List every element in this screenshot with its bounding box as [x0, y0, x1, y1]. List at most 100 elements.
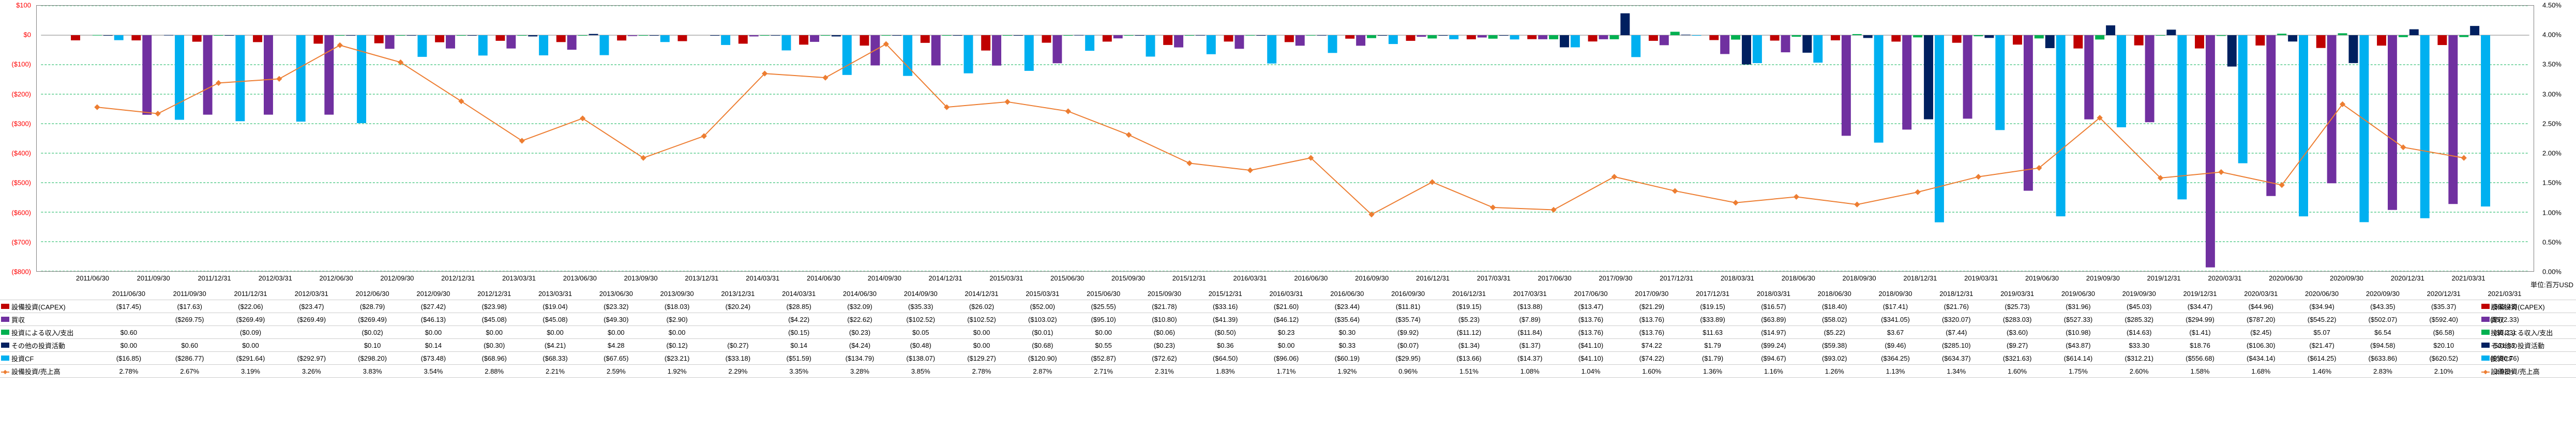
table-cell: ($7.44): [1926, 329, 1987, 336]
table-cell: ($269.49): [342, 316, 403, 323]
table-cell: ($33.18): [707, 354, 769, 362]
table-cell: ($13.76): [1621, 329, 1682, 336]
chart-svg: [37, 6, 2534, 271]
table-cell: $74.22: [1621, 342, 1682, 349]
table-cell: ($25.55): [1073, 303, 1134, 310]
table-cell: 1.60%: [1621, 367, 1682, 375]
table-cell: ($633.86): [2352, 354, 2413, 362]
table-cell: 1.04%: [1560, 367, 1621, 375]
table-cell: ($13.76): [1560, 316, 1621, 323]
table-cell: ($285.32): [2108, 316, 2170, 323]
table-cell: ($7.89): [1499, 316, 1560, 323]
table-cell: $0.00: [951, 342, 1012, 349]
table-cell: 1.08%: [1499, 367, 1560, 375]
table-cell: ($11.81): [1378, 303, 1439, 310]
table-cell: $0.60: [159, 342, 220, 349]
table-cell: ($0.27): [707, 342, 769, 349]
table-cell: ($634.37): [1926, 354, 1987, 362]
table-cell: ($102.52): [951, 316, 1012, 323]
table-cell: ($67.65): [585, 354, 646, 362]
table-cell: ($5.22): [1804, 329, 1865, 336]
row-header: 設備投資(CAPEX): [0, 302, 98, 312]
table-cell: ($1.41): [2170, 329, 2231, 336]
table-cell: ($2.90): [646, 316, 707, 323]
table-cell: ($134.79): [830, 354, 891, 362]
table-cell: ($1.79): [1682, 354, 1743, 362]
chart-container: ($800)($700)($600)($500)($400)($300)($20…: [0, 0, 2576, 444]
table-cell: $0.60: [98, 329, 159, 336]
table-cell: ($52.87): [1073, 354, 1134, 362]
table-cell: 3.26%: [281, 367, 342, 375]
table-cell: ($23.32): [585, 303, 646, 310]
table-cell: 2.10%: [2413, 367, 2474, 375]
table-cell: ($21.60): [1256, 303, 1317, 310]
table-cell: $0.14: [769, 342, 830, 349]
table-cell: $4.28: [585, 342, 646, 349]
row-header: 投資CF: [0, 353, 98, 363]
table-cell: ($94.67): [1743, 354, 1804, 362]
table-cell: $3.67: [1865, 329, 1926, 336]
table-cell: ($21.29): [1621, 303, 1682, 310]
table-cell: ($14.37): [1499, 354, 1560, 362]
y-axis-right: 0.00%0.50%1.00%1.50%2.00%2.50%3.00%3.50%…: [2540, 5, 2576, 272]
table-cell: ($21.76): [1926, 303, 1987, 310]
table-cell: 2.29%: [707, 367, 769, 375]
table-cell: 3.54%: [403, 367, 464, 375]
table-cell: ($99.24): [1743, 342, 1804, 349]
table-cell: ($4.22): [769, 316, 830, 323]
table-cell: ($1.34): [1439, 342, 1500, 349]
table-cell: ($11.12): [1439, 329, 1500, 336]
table-cell: $0.33: [1317, 342, 1378, 349]
table-cell: ($14.97): [1743, 329, 1804, 336]
table-cell: ($292.97): [281, 354, 342, 362]
table-cell: 3.35%: [769, 367, 830, 375]
table-cell: ($41.10): [1560, 342, 1621, 349]
table-cell: ($51.59): [769, 354, 830, 362]
table-cell: ($34.47): [2170, 303, 2231, 310]
table-cell: ($312.21): [2108, 354, 2170, 362]
table-cell: $11.63: [1682, 329, 1743, 336]
table-cell: 2.21%: [525, 367, 586, 375]
row-header: その他の投資活動: [0, 341, 98, 350]
table-cell: ($0.50): [1195, 329, 1256, 336]
table-cell: ($35.74): [1378, 316, 1439, 323]
table-cell: 1.60%: [1987, 367, 2048, 375]
table-cell: 2.78%: [98, 367, 159, 375]
table-cell: 2.59%: [585, 367, 646, 375]
table-cell: $0.23: [1256, 329, 1317, 336]
table-cell: 2.83%: [2352, 367, 2413, 375]
table-cell: ($21.47): [2292, 342, 2353, 349]
table-cell: ($0.06): [1134, 329, 1195, 336]
table-cell: 2.60%: [2108, 367, 2170, 375]
table-cell: ($10.98): [2048, 329, 2109, 336]
table-cell: ($46.13): [403, 316, 464, 323]
table-cell: ($5.23): [1439, 316, 1500, 323]
table-cell: 0.96%: [1378, 367, 1439, 375]
table-cell: ($23.44): [1317, 303, 1378, 310]
table-cell: ($291.64): [220, 354, 281, 362]
table-cell: ($32.09): [830, 303, 891, 310]
table-cell: ($2.45): [2231, 329, 2292, 336]
table-cell: ($25.73): [1987, 303, 2048, 310]
table-cell: ($10.80): [1134, 316, 1195, 323]
table-cell: $0.00: [1073, 329, 1134, 336]
table-cell: 1.83%: [1195, 367, 1256, 375]
table-cell: ($6.58): [2413, 329, 2474, 336]
table-cell: ($18.40): [1804, 303, 1865, 310]
table-cell: ($4.21): [525, 342, 586, 349]
table-cell: ($269.75): [159, 316, 220, 323]
table-cell: ($364.25): [1865, 354, 1926, 362]
table-cell: 1.26%: [1804, 367, 1865, 375]
table-cell: ($285.10): [1926, 342, 1987, 349]
table-cell: ($22.62): [830, 316, 891, 323]
table-cell: $0.00: [525, 329, 586, 336]
table-cell: ($34.94): [2292, 303, 2353, 310]
table-cell: ($0.07): [1378, 342, 1439, 349]
table-cell: $0.00: [951, 329, 1012, 336]
table-cell: ($0.09): [220, 329, 281, 336]
table-cell: 1.68%: [2231, 367, 2292, 375]
table-cell: ($502.07): [2352, 316, 2413, 323]
table-cell: ($13.76): [1560, 329, 1621, 336]
table-cell: ($269.49): [220, 316, 281, 323]
table-cell: ($27.42): [403, 303, 464, 310]
